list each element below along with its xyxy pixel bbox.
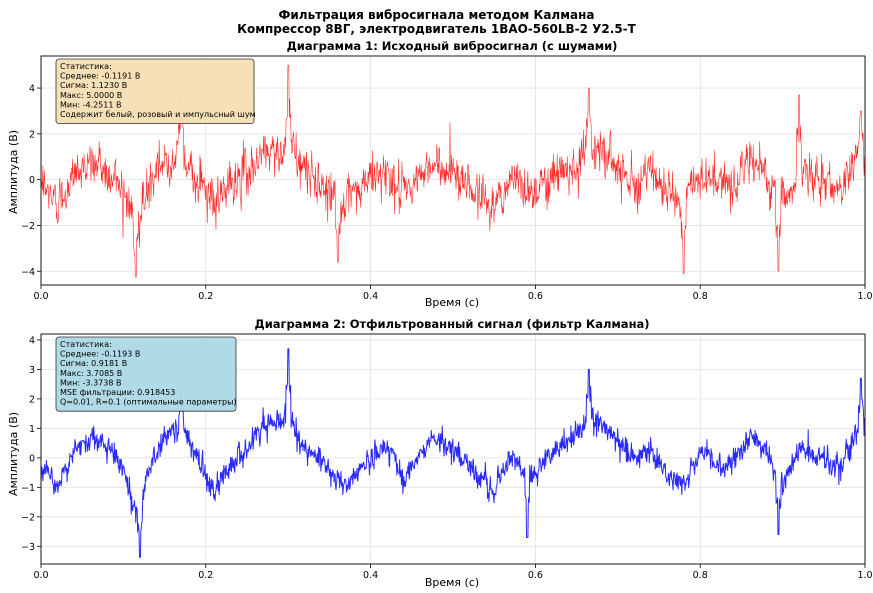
- x-tick-label: 0.0: [33, 570, 48, 581]
- chart-title: Диаграмма 1: Исходный вибросигнал (с шум…: [287, 39, 618, 53]
- stats-line: Среднее: -0.1191 В: [60, 72, 140, 81]
- x-tick-label: 0.0: [33, 291, 48, 302]
- plot-area: 0.0 0.2 0.4 0.6 0.8 1.0 −4 −2 0 2 4 Статистика:Сред…: [21, 55, 873, 302]
- stats-line: Q=0.01, R=0.1 (оптимальные параметры): [60, 398, 237, 407]
- stats-line: Мин: -3.3738 В: [60, 378, 121, 387]
- y-tick-label: 2: [29, 394, 35, 405]
- stats-box: [55, 58, 255, 124]
- stats-box: [55, 336, 237, 412]
- chart-raw-signal: Диаграмма 1: Исходный вибросигнал (с шум…: [7, 39, 873, 309]
- stats-line: Статистика:: [60, 340, 112, 349]
- x-tick-label: 0.8: [693, 291, 708, 302]
- stats-line: MSE фильтрации: 0.918453: [60, 388, 175, 397]
- y-tick-label: 4: [29, 84, 35, 95]
- x-tick-label: 1.0: [857, 291, 872, 302]
- x-axis-label: Время (с): [425, 576, 479, 589]
- x-tick-label: 0.6: [528, 291, 543, 302]
- x-axis-label: Время (с): [425, 296, 479, 309]
- figure-title-line2: Компрессор 8ВГ, электродвигатель 1ВАО-56…: [237, 22, 636, 36]
- y-tick-label: 3: [29, 365, 35, 376]
- stats-line: Макс: 5.0000 В: [60, 91, 122, 100]
- stats-line: Макс: 3.7085 В: [60, 369, 122, 378]
- chart-title: Диаграмма 2: Отфильтрованный сигнал (фил…: [254, 317, 649, 331]
- y-tick-label: 4: [29, 335, 35, 346]
- chart-filtered-signal: Диаграмма 2: Отфильтрованный сигнал (фил…: [7, 317, 873, 589]
- y-tick-label: −2: [21, 512, 35, 523]
- y-axis-label: Амплитуда (В): [7, 412, 20, 496]
- x-tick-label: 0.2: [198, 570, 213, 581]
- y-tick-label: −4: [21, 267, 35, 278]
- x-tick-label: 0.4: [363, 291, 378, 302]
- y-tick-label: 0: [29, 175, 35, 186]
- x-tick-label: 0.2: [198, 291, 213, 302]
- stats-line: Среднее: -0.1193 В: [60, 350, 140, 359]
- y-tick-label: 0: [29, 453, 35, 464]
- plot-frame: [40, 333, 866, 565]
- y-tick-label: 1: [29, 424, 35, 435]
- y-tick-label: −2: [21, 221, 35, 232]
- y-tick-label: −1: [21, 483, 35, 494]
- stats-line: Сигма: 0.9181 В: [60, 359, 127, 368]
- x-tick-label: 0.4: [363, 570, 378, 581]
- x-tick-label: 0.6: [528, 570, 543, 581]
- plot-frame: [40, 55, 866, 286]
- stats-line: Мин: -4.2511 В: [60, 100, 121, 109]
- series-line: [40, 64, 866, 278]
- stats-line: Сигма: 1.1230 В: [60, 81, 127, 90]
- x-tick-label: 1.0: [857, 570, 872, 581]
- y-tick-label: 2: [29, 129, 35, 140]
- series-line: [40, 348, 866, 558]
- y-tick-label: −3: [21, 542, 35, 553]
- x-tick-label: 0.8: [693, 570, 708, 581]
- y-axis-label: Амплитуда (В): [7, 130, 20, 214]
- figure-title-line1: Фильтрация вибросигнала методом Калмана: [278, 8, 595, 22]
- plot-area: 0.0 0.2 0.4 0.6 0.8 1.0 −3 −2 −1 0 1 2 3 4 Статистика:…: [21, 333, 873, 581]
- stats-line: Статистика:: [60, 62, 112, 71]
- stats-line: Содержит белый, розовый и импульсный шум: [60, 110, 256, 119]
